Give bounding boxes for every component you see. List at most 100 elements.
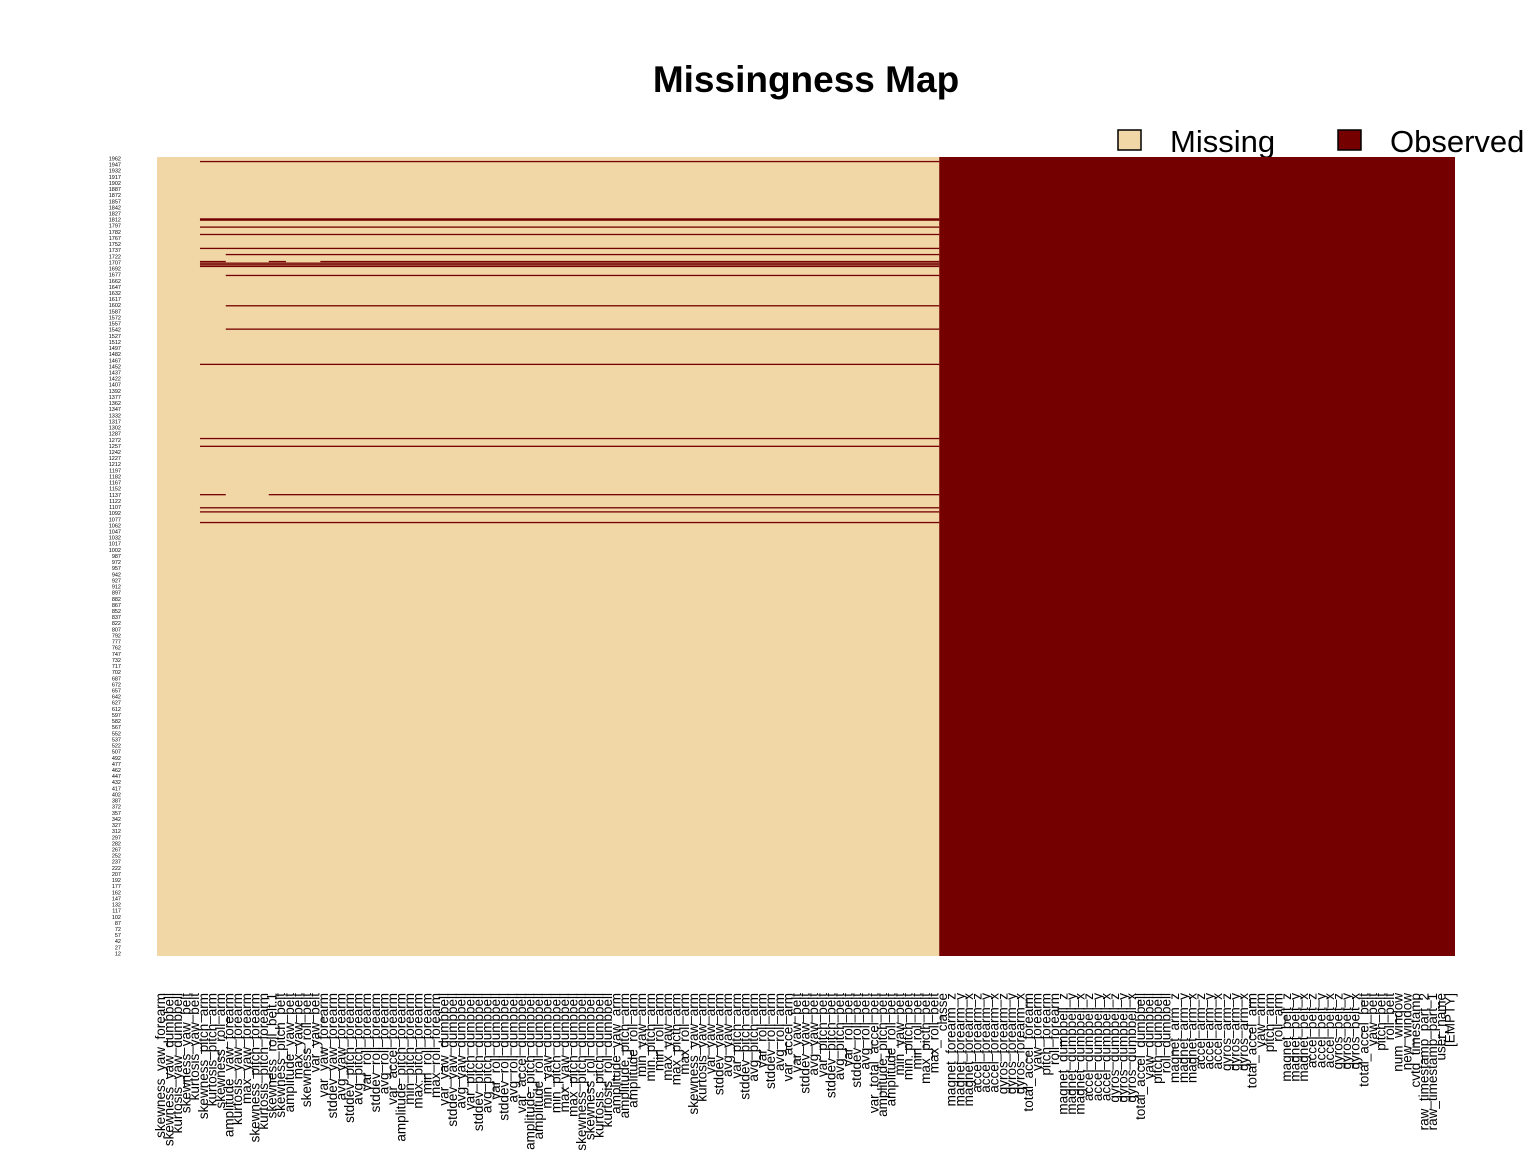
column-label: amplitude_pitch_belt: [875, 993, 890, 1117]
row-label: 1872: [109, 193, 121, 199]
column-label: stddev_pitch_belt: [823, 993, 838, 1098]
column-label: avg_pitch_dumbbell: [480, 993, 495, 1113]
row-label: 1017: [109, 542, 121, 548]
column-label: amplitude_roll_belt: [884, 993, 899, 1107]
legend-label-observed: Observed: [1390, 124, 1524, 159]
column-label: min_pitch_arm: [643, 993, 658, 1082]
row-label: 207: [112, 872, 121, 878]
row-label: 132: [112, 903, 121, 909]
column-label: stddev_yaw_forearm: [325, 993, 340, 1118]
column-label: min_roll_belt: [909, 993, 924, 1070]
column-label: max_yaw_dumbbell: [557, 993, 572, 1112]
chart-title: Missingness Map: [653, 59, 959, 100]
row-label: 1047: [109, 529, 121, 535]
column-label: amplitude_pitch_forearm: [394, 993, 409, 1142]
observed-row-segment: [199, 262, 940, 264]
column-label: var_pitch_dumbbell: [462, 993, 477, 1110]
row-label: 972: [112, 560, 121, 566]
row-label: 1437: [109, 370, 121, 376]
column-label: avg_roll_dumbbell: [505, 993, 520, 1103]
column-label: avg_pitch_arm: [746, 993, 761, 1082]
row-label: 492: [112, 756, 121, 762]
row-label: 627: [112, 701, 121, 707]
row-label: 1587: [109, 309, 121, 315]
row-label: 1767: [109, 236, 121, 242]
column-label: magnet_arm_y: [1176, 993, 1191, 1083]
observed-row-segment: [199, 363, 940, 366]
row-label: 1902: [109, 181, 121, 187]
observed-row-segment: [320, 260, 940, 263]
row-label: 477: [112, 762, 121, 768]
column-label: kurtosis_yaw_dumbbell: [170, 993, 185, 1133]
row-label: 837: [112, 615, 121, 621]
observed-row-segment: [199, 247, 940, 250]
column-label: kurtosis_yaw_forearm: [230, 993, 245, 1125]
row-label: 1362: [109, 401, 121, 407]
column-label: stddev_roll_belt: [849, 993, 864, 1088]
column-label: skewness_roll_belt: [299, 993, 314, 1107]
column-label: min_yaw_belt: [892, 993, 907, 1076]
column-label: yaw_forearm: [1030, 993, 1045, 1071]
column-label: amplitude_roll_arm: [626, 993, 641, 1108]
column-label: var_yaw_belt: [789, 993, 804, 1073]
column-label: avg_roll_forearm: [376, 993, 391, 1094]
legend-label-missing: Missing: [1170, 124, 1275, 159]
column-label: gyros_forearm_z: [995, 993, 1010, 1095]
column-label: gyros_arm_y: [1227, 993, 1242, 1071]
row-label: 942: [112, 572, 121, 578]
observed-row-segment: [199, 264, 940, 266]
column-label: total_accel_forearm: [1021, 993, 1036, 1112]
column-label: min_yaw_arm: [634, 993, 649, 1077]
column-label: var_roll_arm: [755, 993, 770, 1068]
column-label: magnet_belt_x: [1296, 993, 1311, 1082]
row-label: 1302: [109, 426, 121, 432]
row-label: 27: [115, 945, 121, 951]
row-label: 1422: [109, 377, 121, 383]
column-label: raw_timestamp_part_1: [1425, 993, 1440, 1130]
column-label: stddev_roll_dumbbell: [497, 993, 512, 1121]
column-label: yaw_dumbbell: [1141, 993, 1156, 1079]
column-label: skewness_pitch_forearm: [247, 993, 262, 1142]
column-label: avg_yaw_forearm: [333, 993, 348, 1100]
column-label: stddev_pitch_forearm: [342, 993, 357, 1123]
observed-row-segment: [199, 521, 940, 524]
column-label: num_window: [1391, 993, 1406, 1072]
column-label: max_roll_arm: [677, 993, 692, 1075]
column-label: accel_dumbbell_z: [1081, 993, 1096, 1101]
row-label: 1077: [109, 517, 121, 523]
row-label: 507: [112, 750, 121, 756]
column-label: accel_belt_y: [1313, 993, 1328, 1068]
row-label: 462: [112, 768, 121, 774]
column-label: kurtosis_yaw_belt: [187, 993, 202, 1101]
row-label: 1677: [109, 273, 121, 279]
observed-row-segment: [199, 445, 940, 447]
row-label: 282: [112, 841, 121, 847]
column-label: accel_forearm_y: [978, 993, 993, 1093]
column-label: magnet_arm_z: [1167, 993, 1182, 1083]
column-label: accel_forearm_x: [987, 993, 1002, 1093]
row-label: 987: [112, 554, 121, 560]
row-label: 147: [112, 896, 121, 902]
column-label: var_roll_belt: [841, 993, 856, 1067]
row-label: 1857: [109, 199, 121, 205]
row-label: 387: [112, 799, 121, 805]
column-label: var_yaw_forearm: [316, 993, 331, 1097]
column-label: magnet_arm_x: [1184, 993, 1199, 1083]
row-label: 1527: [109, 334, 121, 340]
row-label: 1182: [109, 474, 121, 480]
observed-row-segment: [225, 253, 940, 256]
row-label: 1257: [109, 444, 121, 450]
row-label: 1722: [109, 254, 121, 260]
column-label: var_pitch_belt: [815, 993, 830, 1077]
column-label: max_yaw_belt: [290, 993, 305, 1080]
row-label: 1497: [109, 346, 121, 352]
column-label: var_roll_dumbbell: [488, 993, 503, 1100]
column-label: min_yaw_dumbbell: [540, 993, 555, 1109]
column-label: skewness_roll_belt.1: [265, 993, 280, 1118]
row-label: 702: [112, 670, 121, 676]
column-label: [EMPTY]: [1442, 993, 1457, 1047]
row-label: 1332: [109, 413, 121, 419]
column-label: gyros_arm_x: [1236, 993, 1251, 1071]
column-label: accel_arm_y: [1202, 993, 1217, 1070]
